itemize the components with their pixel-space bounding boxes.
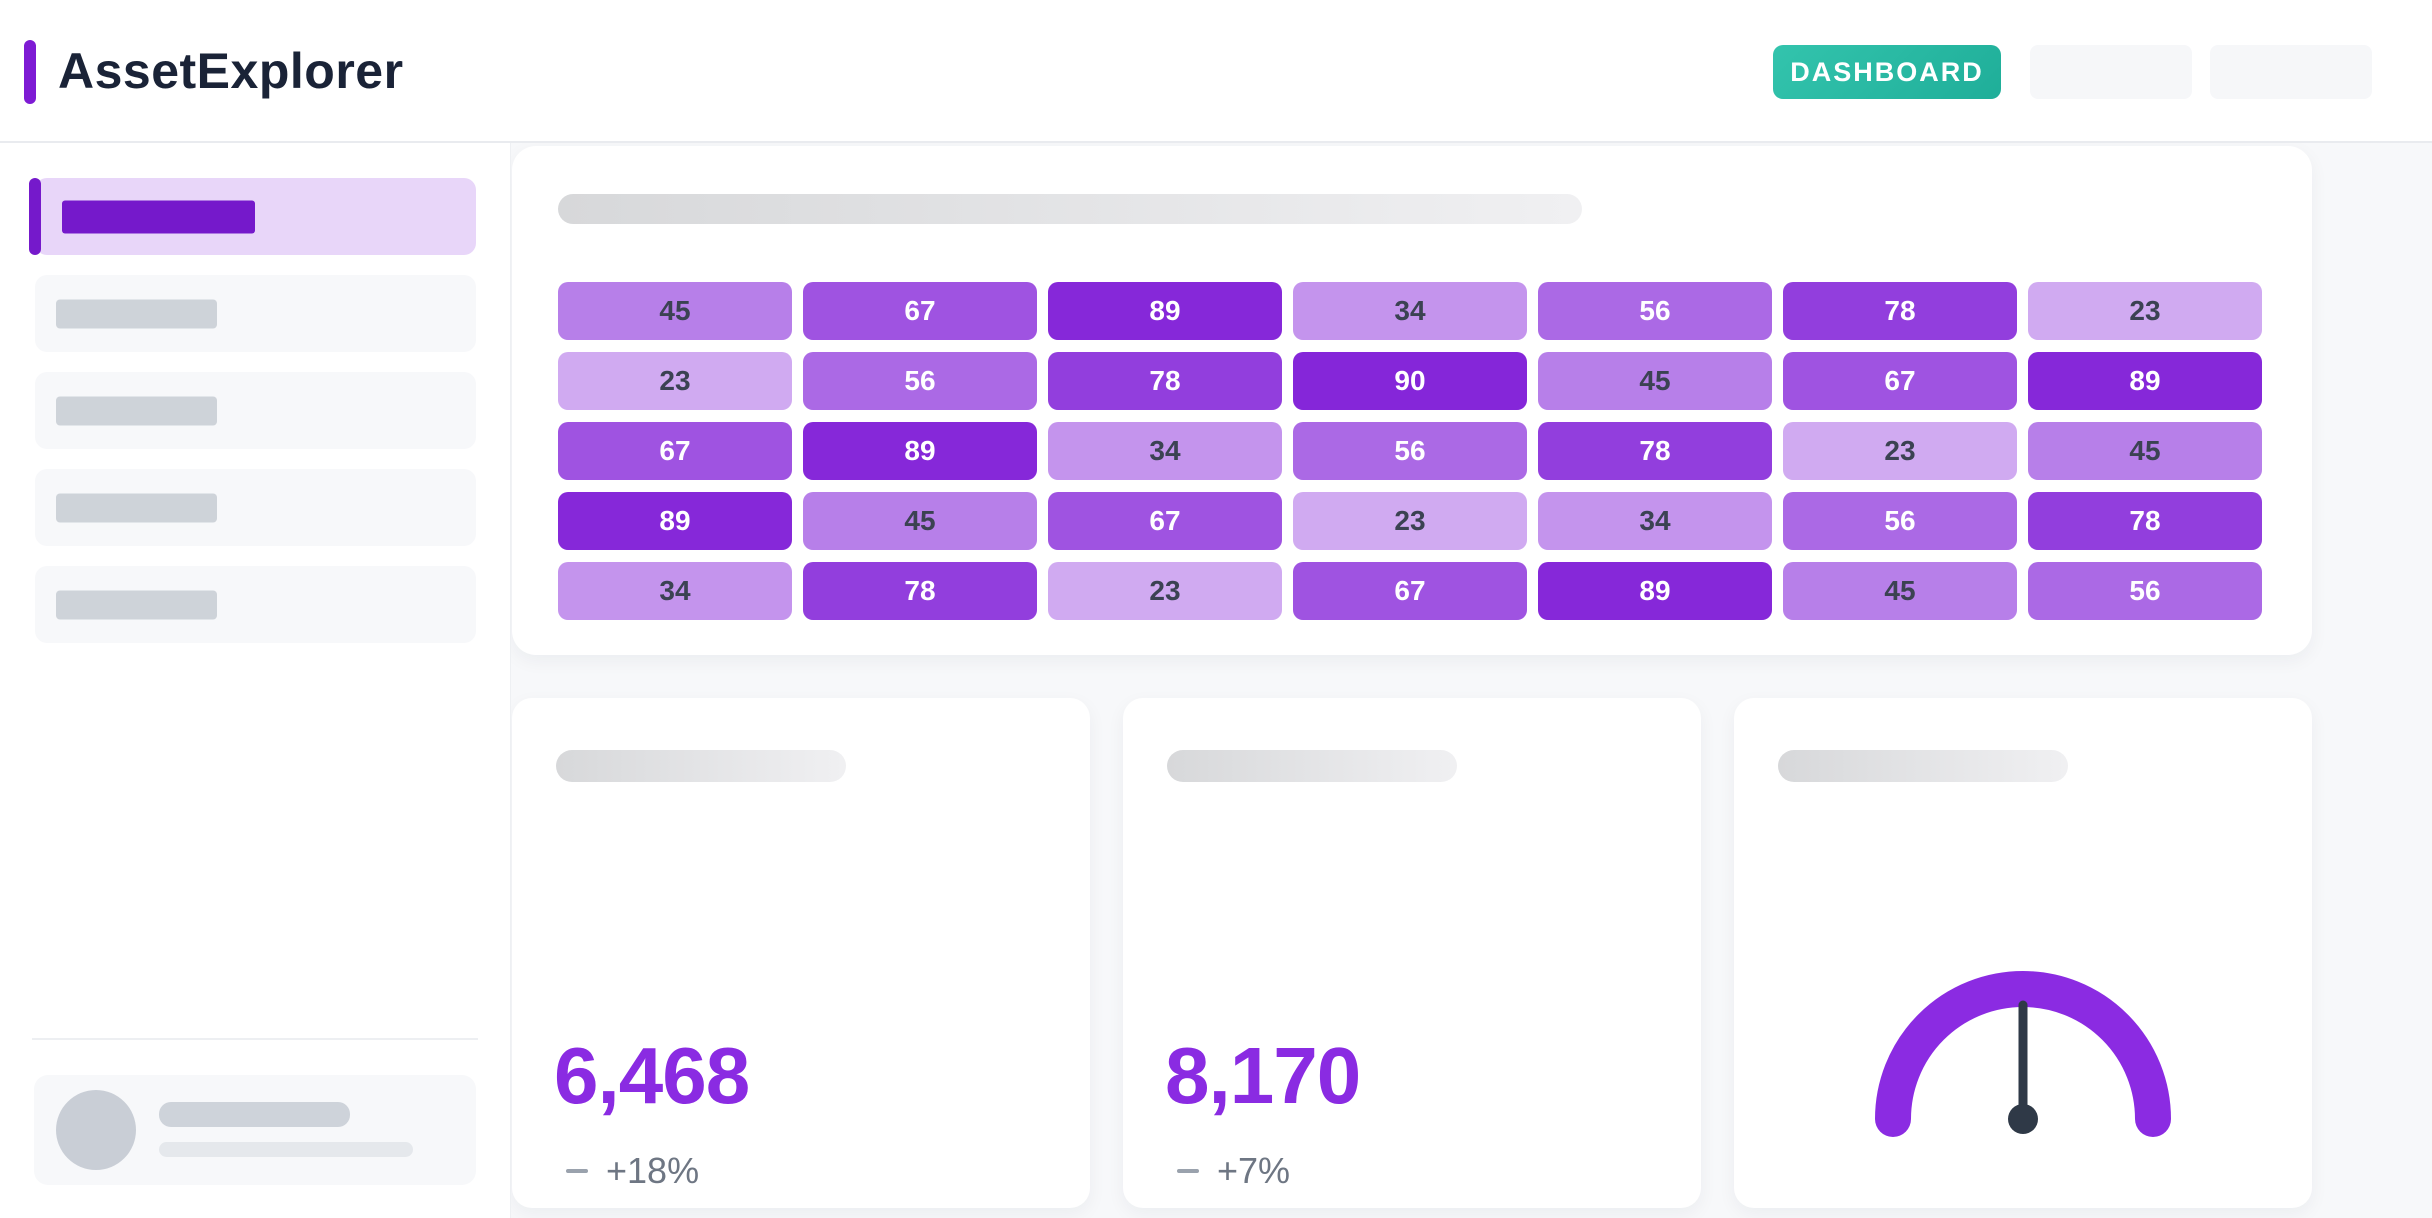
heatmap-cell: 89 (2028, 352, 2262, 410)
heatmap-cell: 67 (558, 422, 792, 480)
heatmap-cell: 89 (1538, 562, 1772, 620)
heatmap-cell: 90 (1293, 352, 1527, 410)
user-subtitle-placeholder (159, 1142, 413, 1157)
heatmap-cell: 45 (803, 492, 1037, 550)
gauge-card-title-placeholder (1778, 750, 2068, 782)
sidebar-item-placeholder[interactable] (35, 372, 476, 449)
heatmap-cell: 67 (803, 282, 1037, 340)
trend-text: +7% (1217, 1150, 1291, 1191)
heatmap-title-placeholder (558, 194, 1582, 224)
gauge-card (1734, 698, 2312, 1208)
header-placeholder-button-1[interactable] (2030, 45, 2192, 99)
heatmap-cell: 23 (1048, 562, 1282, 620)
trend-row: +7% (1177, 1150, 1290, 1192)
dash-icon (566, 1169, 588, 1173)
sidebar-item-active[interactable] (29, 178, 476, 255)
user-card[interactable] (34, 1075, 476, 1185)
gauge-pivot-dot (2008, 1104, 2038, 1134)
stat-card-1: 6,468 +18% (512, 698, 1090, 1208)
dashboard-button[interactable]: DASHBOARD (1773, 45, 2001, 99)
nav-label-placeholder (56, 299, 217, 328)
sidebar-nav (0, 178, 510, 663)
heatmap-cell: 89 (1048, 282, 1282, 340)
app-header: AssetExplorer DASHBOARD (0, 0, 2432, 143)
app-title: AssetExplorer (58, 42, 404, 99)
heatmap-cell: 23 (2028, 282, 2262, 340)
sidebar-item-placeholder[interactable] (35, 275, 476, 352)
heatmap-cell: 78 (1538, 422, 1772, 480)
avatar (56, 1090, 136, 1170)
user-name-placeholder (159, 1102, 350, 1127)
heatmap-cell: 56 (1538, 282, 1772, 340)
sidebar-divider (32, 1038, 478, 1040)
heatmap-cell: 45 (1783, 562, 2017, 620)
heatmap-cell: 34 (558, 562, 792, 620)
heatmap-cell: 89 (558, 492, 792, 550)
nav-label-placeholder (56, 396, 217, 425)
heatmap-cell: 45 (558, 282, 792, 340)
heatmap-cell: 56 (1293, 422, 1527, 480)
heatmap-cell: 45 (1538, 352, 1772, 410)
heatmap-grid: 45 67 89 34 56 78 23 23 56 78 90 45 67 89 67 89 34 56 78 23… (558, 282, 2262, 620)
heatmap-cell: 78 (2028, 492, 2262, 550)
sidebar-item-placeholder[interactable] (35, 469, 476, 546)
gauge-arc (1875, 971, 2171, 1137)
stat-value: 8,170 (1165, 1031, 1361, 1120)
nav-label-placeholder (56, 493, 217, 522)
header-placeholder-button-2[interactable] (2210, 45, 2372, 99)
heatmap-cell: 23 (1293, 492, 1527, 550)
heatmap-cell: 34 (1538, 492, 1772, 550)
gauge-chart (1875, 971, 2171, 1137)
heatmap-cell: 89 (803, 422, 1037, 480)
nav-label-placeholder (56, 590, 217, 619)
heatmap-cell: 56 (803, 352, 1037, 410)
heatmap-card: 45 67 89 34 56 78 23 23 56 78 90 45 67 89 67 89 34 56 78 23… (512, 146, 2312, 655)
heatmap-cell: 67 (1783, 352, 2017, 410)
stat-card-2: 8,170 +7% (1123, 698, 1701, 1208)
heatmap-cell: 45 (2028, 422, 2262, 480)
heatmap-cell: 78 (803, 562, 1037, 620)
dash-icon (1177, 1169, 1199, 1173)
nav-label-placeholder (62, 200, 255, 233)
heatmap-cell: 67 (1293, 562, 1527, 620)
heatmap-cell: 78 (1783, 282, 2017, 340)
heatmap-cell: 67 (1048, 492, 1282, 550)
sidebar (0, 143, 511, 1218)
heatmap-cell: 56 (2028, 562, 2262, 620)
stat-cards-row: 6,468 +18% 8,170 +7% (512, 698, 2312, 1208)
logo-accent-bar (24, 40, 36, 104)
heatmap-cell: 23 (1783, 422, 2017, 480)
heatmap-cell: 34 (1048, 422, 1282, 480)
heatmap-cell: 23 (558, 352, 792, 410)
sidebar-item-placeholder[interactable] (35, 566, 476, 643)
active-indicator (29, 178, 41, 255)
heatmap-cell: 56 (1783, 492, 2017, 550)
stat-value: 6,468 (554, 1031, 750, 1120)
heatmap-cell: 34 (1293, 282, 1527, 340)
heatmap-cell: 78 (1048, 352, 1282, 410)
gauge-needle-group (2008, 1000, 2038, 1134)
trend-text: +18% (606, 1150, 700, 1191)
trend-row: +18% (566, 1150, 699, 1192)
stat-card-2-title-placeholder (1167, 750, 1457, 782)
stat-card-1-title-placeholder (556, 750, 846, 782)
